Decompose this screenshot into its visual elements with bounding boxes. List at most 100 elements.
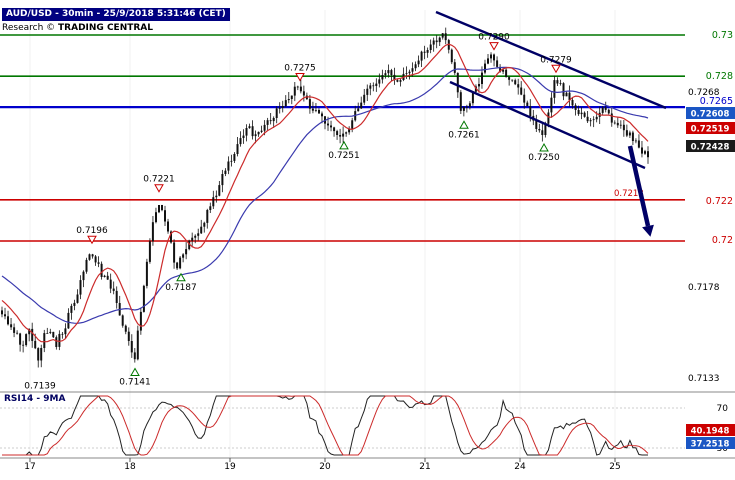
candle-body (227, 161, 230, 171)
candle-body (526, 102, 529, 107)
candle-body (625, 130, 628, 136)
peak-price-label: 0.7279 (540, 55, 572, 65)
candle-body (272, 118, 275, 122)
candle-body (544, 123, 547, 135)
candle-body (583, 112, 586, 117)
rsi-ma-line (2, 395, 649, 456)
candle-body (372, 85, 375, 87)
candle-body (254, 134, 257, 137)
candle-body (396, 80, 399, 82)
candle-body (333, 127, 336, 132)
candle-body (314, 110, 317, 111)
candle-body (145, 261, 148, 286)
candle-body (538, 129, 541, 131)
candle-body (13, 327, 16, 333)
candle-body (287, 99, 290, 101)
candle-body (426, 50, 429, 53)
candle-body (308, 99, 311, 109)
candle-body (342, 133, 345, 137)
peak-triangle-icon (551, 64, 561, 74)
candle-body (161, 205, 163, 211)
trough-triangle-icon (130, 367, 140, 376)
trough-price-label: 0.7141 (119, 378, 151, 388)
candle-body (508, 77, 511, 80)
candle-body (330, 125, 332, 128)
candle-body (278, 108, 281, 109)
resistance-level-label: 0.73 (712, 30, 733, 41)
candle-body (28, 328, 31, 335)
peak-triangle-icon (87, 235, 97, 245)
candle-body (468, 103, 471, 107)
candle-body (478, 84, 480, 87)
candle-body (366, 88, 369, 95)
red-value-badge (686, 424, 735, 436)
candle-body (520, 87, 523, 95)
candle-body (64, 328, 67, 335)
candle-body (487, 58, 489, 64)
badge-value: 37.2518 (691, 440, 730, 450)
badge-value: 0.72428 (691, 143, 730, 153)
candle-body (535, 120, 538, 129)
black-value-badge (686, 140, 735, 152)
candle-body (22, 344, 25, 346)
candle-body (188, 240, 191, 250)
x-axis-label: 19 (224, 462, 236, 472)
candle-body (604, 107, 607, 110)
candle-body (369, 85, 372, 89)
candle-body (348, 128, 351, 133)
candle-body (541, 130, 544, 135)
candle-body (405, 73, 408, 74)
trough-price-label: 0.7261 (448, 130, 480, 140)
candle-body (239, 138, 242, 145)
candle-body (242, 135, 245, 138)
candle-body (505, 69, 508, 78)
candle-body (43, 333, 46, 348)
candle-body (357, 108, 360, 112)
candle-body (568, 92, 571, 100)
candle-body (641, 147, 643, 154)
x-axis-label: 18 (124, 462, 136, 472)
peak-triangle-icon (154, 184, 164, 193)
candle-body (173, 242, 176, 263)
candle-body (290, 95, 293, 99)
candle-body (106, 275, 109, 280)
candle-body (435, 40, 438, 43)
candle-body (91, 254, 94, 257)
candle-body (414, 64, 417, 69)
candle-body (390, 70, 393, 75)
candle-body (97, 262, 100, 264)
candle-body (336, 131, 339, 135)
candle-body (318, 110, 320, 114)
candle-body (19, 333, 22, 345)
candle-body (263, 124, 266, 131)
candle-body (351, 120, 354, 129)
candle-body (70, 305, 73, 313)
trough-triangle-icon (459, 120, 469, 129)
candle-body (100, 263, 103, 277)
candle-body (595, 116, 598, 120)
candle-body (610, 113, 613, 123)
candle-body (148, 241, 151, 262)
candle-body (167, 221, 169, 232)
candle-body (399, 80, 402, 82)
trough-price-label: 0.7250 (528, 153, 560, 163)
candle-body (284, 100, 287, 106)
candle-body (233, 154, 236, 161)
support-level-label: 0.72 (712, 235, 733, 246)
candle-body (85, 259, 88, 272)
candle-body (130, 341, 133, 353)
candle-body (311, 108, 314, 111)
candle-body (257, 131, 260, 135)
candle-body (221, 174, 224, 186)
candle-body (185, 249, 188, 255)
candle-body (574, 105, 577, 110)
candle-body (34, 340, 37, 349)
candle-body (450, 49, 453, 63)
candle-body (381, 75, 384, 80)
peak-triangle-icon (295, 73, 305, 82)
candle-body (275, 108, 278, 118)
peak-price-label: 0.7196 (76, 226, 108, 236)
candle-body (360, 102, 363, 109)
candle-body (484, 63, 486, 73)
